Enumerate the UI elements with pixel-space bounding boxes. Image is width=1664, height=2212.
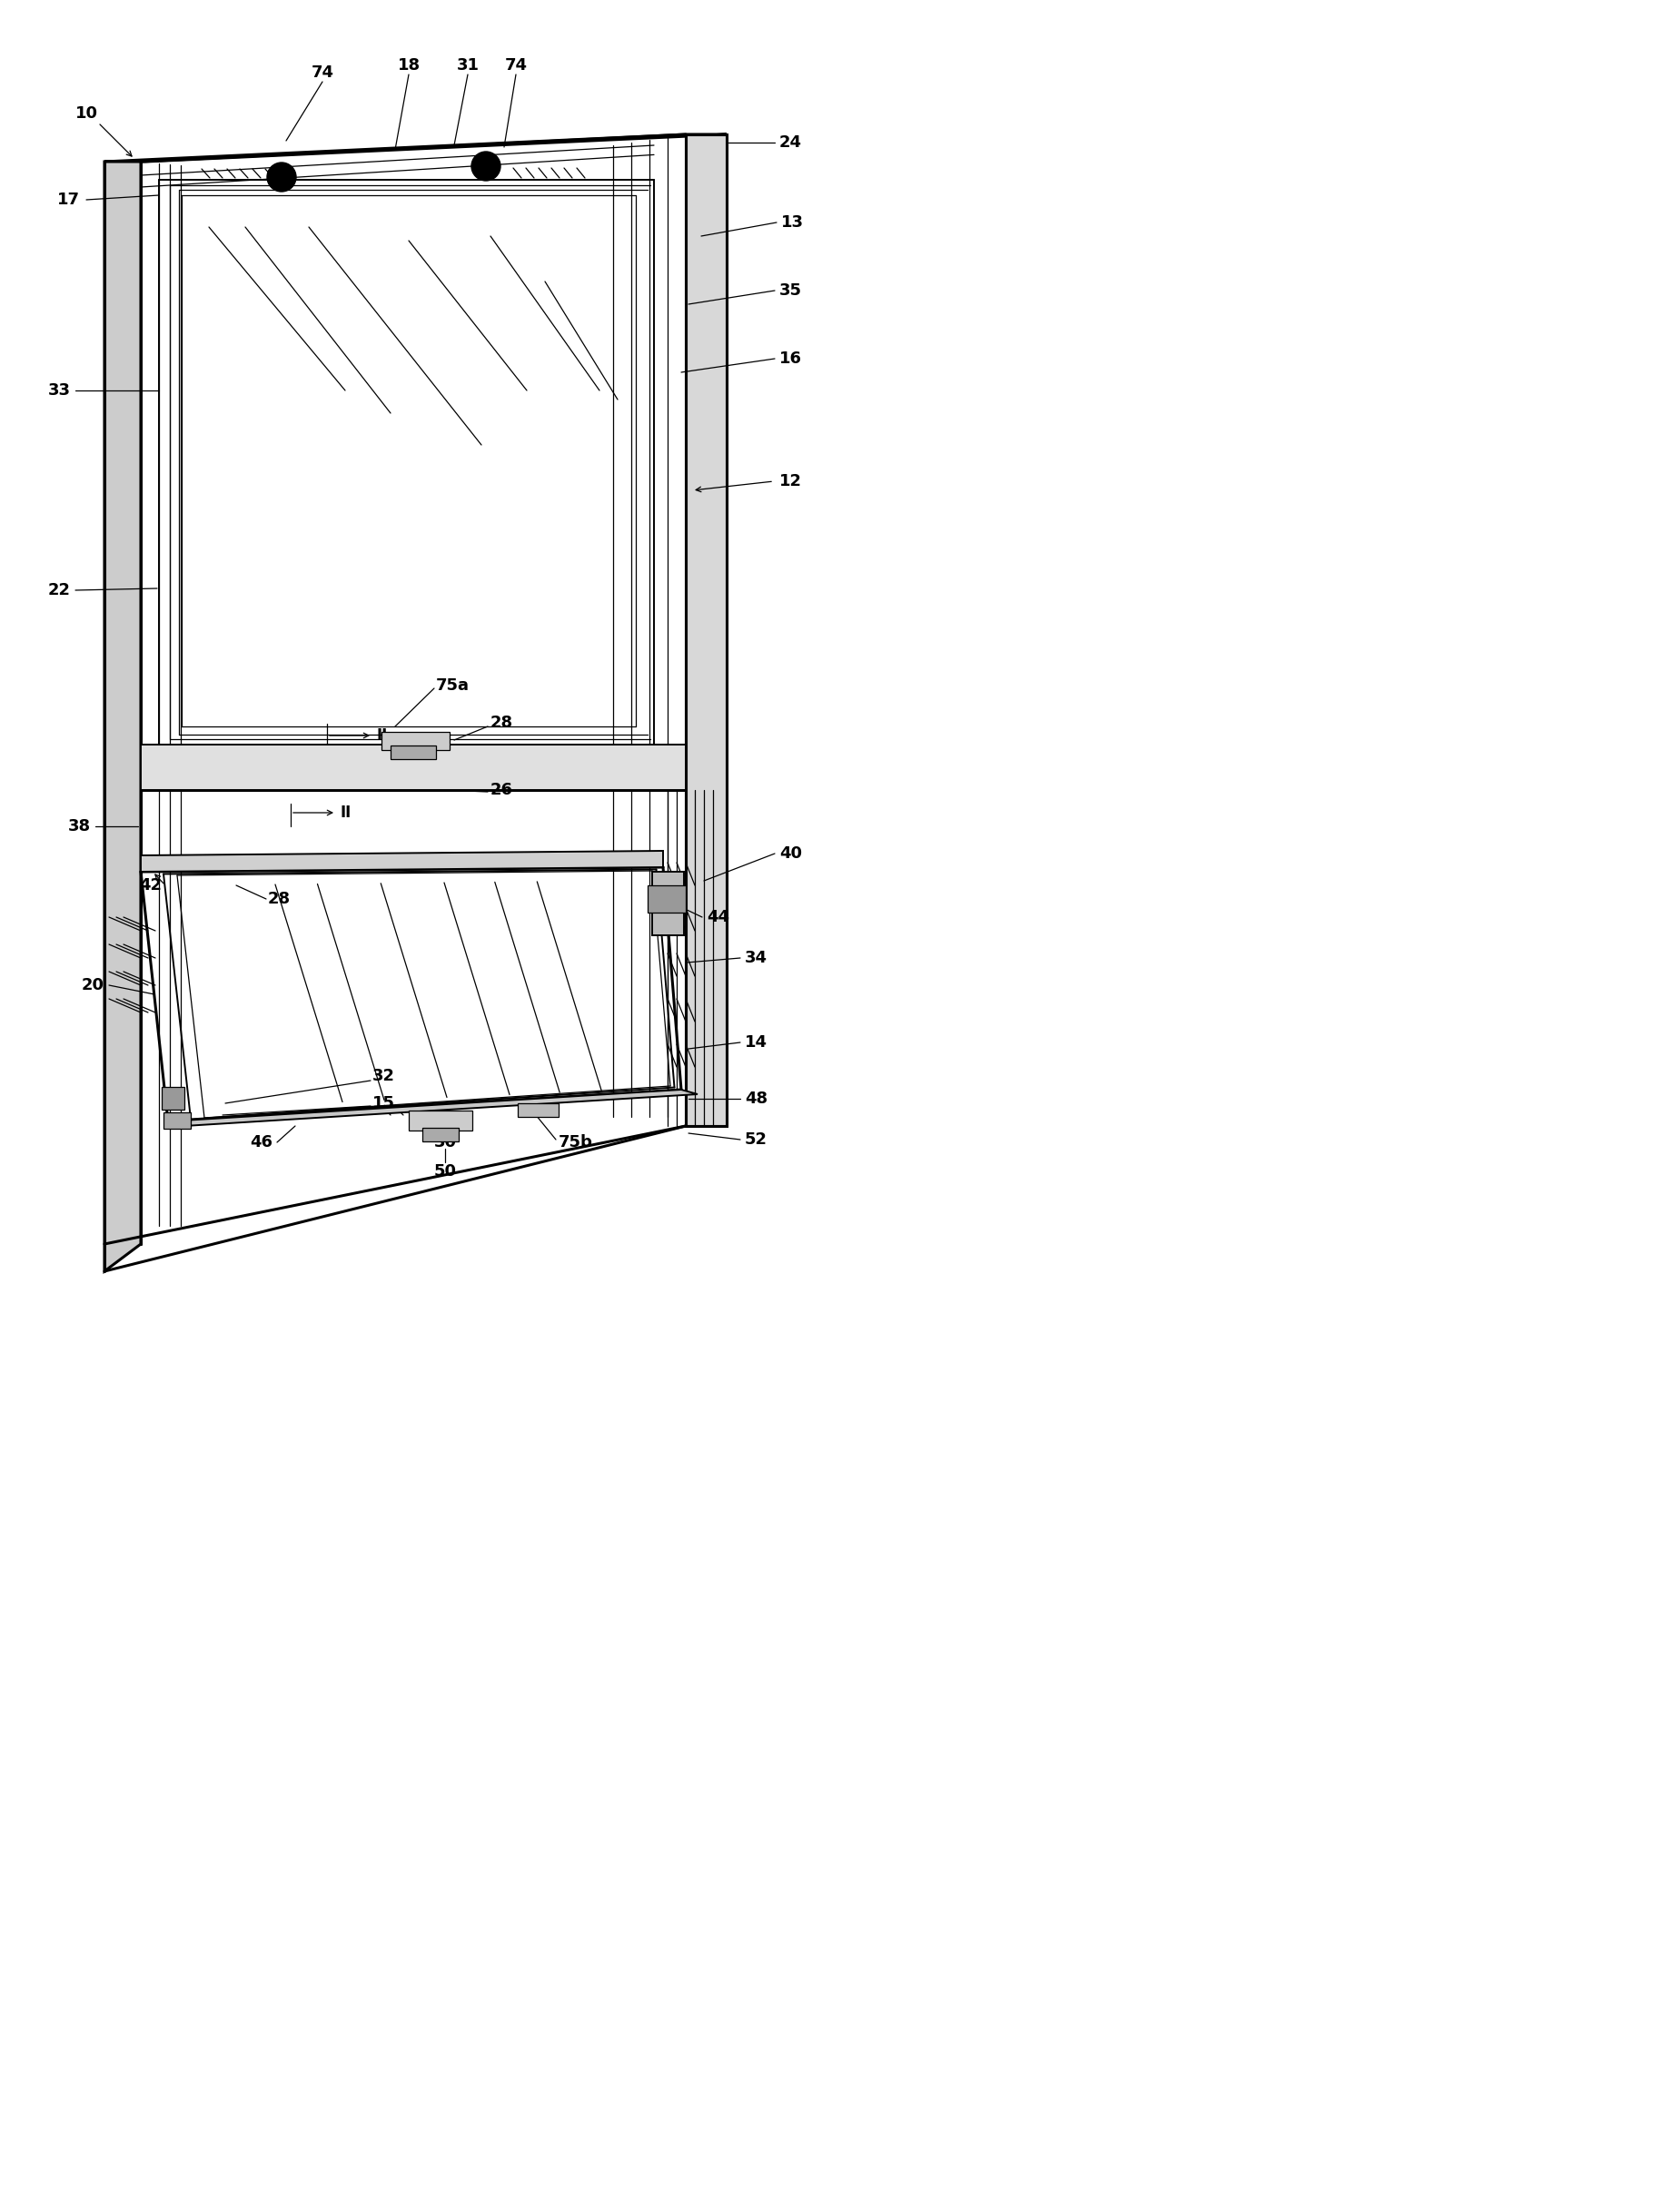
Text: 75b: 75b bbox=[559, 1135, 592, 1150]
Text: 75a: 75a bbox=[436, 677, 469, 695]
Text: 18: 18 bbox=[398, 58, 419, 73]
Polygon shape bbox=[686, 135, 727, 1126]
Polygon shape bbox=[105, 161, 141, 1272]
Text: 14: 14 bbox=[745, 1035, 767, 1051]
Text: 42: 42 bbox=[140, 878, 161, 894]
Text: 30: 30 bbox=[434, 1135, 456, 1150]
Text: 74: 74 bbox=[504, 58, 527, 73]
Bar bbox=[161, 1086, 185, 1110]
Bar bbox=[518, 1104, 559, 1117]
Text: 28: 28 bbox=[491, 714, 513, 730]
Polygon shape bbox=[141, 745, 686, 790]
Circle shape bbox=[266, 161, 296, 192]
Text: 34: 34 bbox=[745, 949, 767, 967]
Circle shape bbox=[471, 153, 501, 181]
Text: 48: 48 bbox=[745, 1091, 767, 1106]
Text: 35: 35 bbox=[779, 283, 802, 299]
Text: 32: 32 bbox=[373, 1068, 394, 1084]
Text: 26: 26 bbox=[491, 781, 513, 799]
Text: 31: 31 bbox=[456, 58, 479, 73]
Text: II: II bbox=[341, 805, 351, 821]
Text: 40: 40 bbox=[779, 845, 802, 863]
Text: 10: 10 bbox=[75, 106, 98, 122]
Text: 17: 17 bbox=[57, 192, 80, 208]
Bar bbox=[409, 1110, 473, 1130]
Polygon shape bbox=[168, 1091, 697, 1126]
Text: 46: 46 bbox=[250, 1135, 273, 1150]
Bar bbox=[391, 745, 436, 759]
Text: 12: 12 bbox=[779, 473, 802, 489]
Text: 44: 44 bbox=[707, 909, 729, 925]
Text: 22: 22 bbox=[48, 582, 72, 599]
Polygon shape bbox=[105, 135, 727, 161]
Text: 16: 16 bbox=[779, 349, 802, 367]
Bar bbox=[647, 885, 686, 914]
Polygon shape bbox=[141, 852, 662, 872]
Text: 13: 13 bbox=[780, 215, 804, 230]
Text: II: II bbox=[378, 728, 388, 743]
Text: 24: 24 bbox=[779, 135, 802, 150]
Bar bbox=[423, 1128, 459, 1141]
Text: 20: 20 bbox=[82, 978, 105, 993]
Text: 15: 15 bbox=[373, 1095, 394, 1110]
Text: 33: 33 bbox=[48, 383, 72, 398]
Text: 28: 28 bbox=[268, 891, 291, 907]
Text: 38: 38 bbox=[68, 818, 92, 834]
Bar bbox=[652, 872, 684, 936]
Text: 74: 74 bbox=[311, 64, 334, 82]
Bar bbox=[381, 732, 449, 750]
Text: 52: 52 bbox=[745, 1130, 767, 1148]
Text: 50: 50 bbox=[434, 1164, 456, 1179]
Bar bbox=[163, 1113, 191, 1128]
